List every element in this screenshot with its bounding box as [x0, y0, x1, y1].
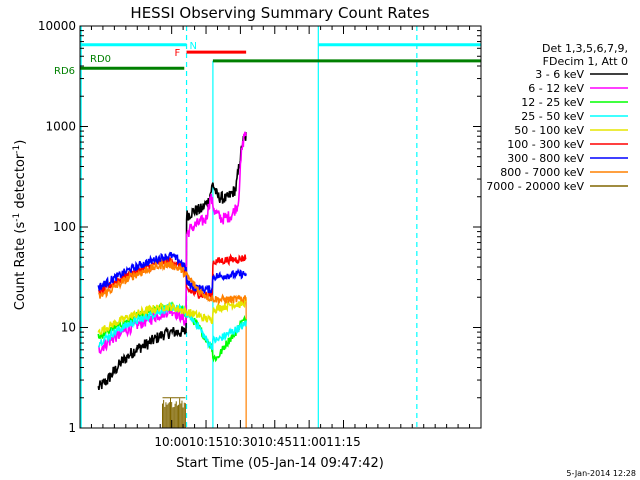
series-7-line	[98, 258, 247, 306]
series-0-line	[97, 132, 247, 391]
legend-label-7: 800 - 7000 keV	[500, 166, 584, 179]
legend-header-2: FDecim 1, Att 0	[543, 55, 628, 68]
footer-date: 5-Jan-2014 12:28	[566, 469, 636, 478]
legend-label-8: 7000 - 20000 keV	[486, 180, 584, 193]
legend-label-4: 50 - 100 keV	[514, 124, 584, 137]
y-axis-label-mid: detector	[13, 153, 28, 213]
chart-title: HESSI Observing Summary Count Rates	[130, 4, 429, 22]
y-tick-label-3: 1000	[45, 120, 76, 134]
y-tick-label-1: 10	[61, 321, 76, 335]
y-axis-label: Count Rate (s-1 detector-1)	[12, 140, 28, 311]
y-tick-label-4: 10000	[38, 19, 76, 33]
legend-header-1: Det 1,3,5,6,7,9,	[542, 42, 628, 55]
series-4	[97, 295, 247, 335]
x-tick-label-3: 10:45	[257, 435, 292, 449]
x-tick-label-2: 10:30	[223, 435, 258, 449]
series-1-line	[97, 131, 247, 355]
state-label-f: F	[175, 48, 181, 59]
y-tick-label-0: 1	[68, 421, 76, 435]
x-tick-label-4: 11:00	[292, 435, 327, 449]
y-axis-label-main: Count Rate (s	[13, 222, 28, 311]
legend-label-2: 12 - 25 keV	[521, 96, 584, 109]
legend-label-1: 6 - 12 keV	[528, 82, 584, 95]
legend-label-0: 3 - 6 keV	[535, 68, 584, 81]
series-7	[98, 258, 247, 306]
state-label-rd0: RD0	[90, 54, 111, 65]
legend-label-3: 25 - 50 keV	[521, 110, 584, 123]
y-tick-label-2: 100	[53, 220, 76, 234]
series-8	[161, 397, 186, 428]
state-label-rd6: RD6	[54, 66, 75, 77]
plot-area: NF RD0 RD6 1 10 100 1000 10000 10:00 10:15 10:30 10…	[38, 19, 482, 449]
x-axis-label: Start Time (05-Jan-14 09:47:42)	[176, 456, 384, 471]
x-tick-label-5: 11:15	[326, 435, 361, 449]
plot-frame	[79, 25, 482, 429]
y-axis-label-sup1: -1	[12, 213, 22, 222]
x-tick-label-0: 10:00	[154, 435, 189, 449]
state-label-n: N	[190, 41, 197, 52]
legend-label-5: 100 - 300 keV	[507, 138, 584, 151]
series-4-line	[97, 295, 247, 335]
series-6-line	[97, 251, 247, 295]
x-tick-label-1: 10:15	[189, 435, 224, 449]
y-axis-label-sup2: -1	[12, 145, 22, 154]
y-axis-label-end: )	[13, 140, 28, 145]
legend-label-6: 300 - 800 keV	[507, 152, 584, 165]
